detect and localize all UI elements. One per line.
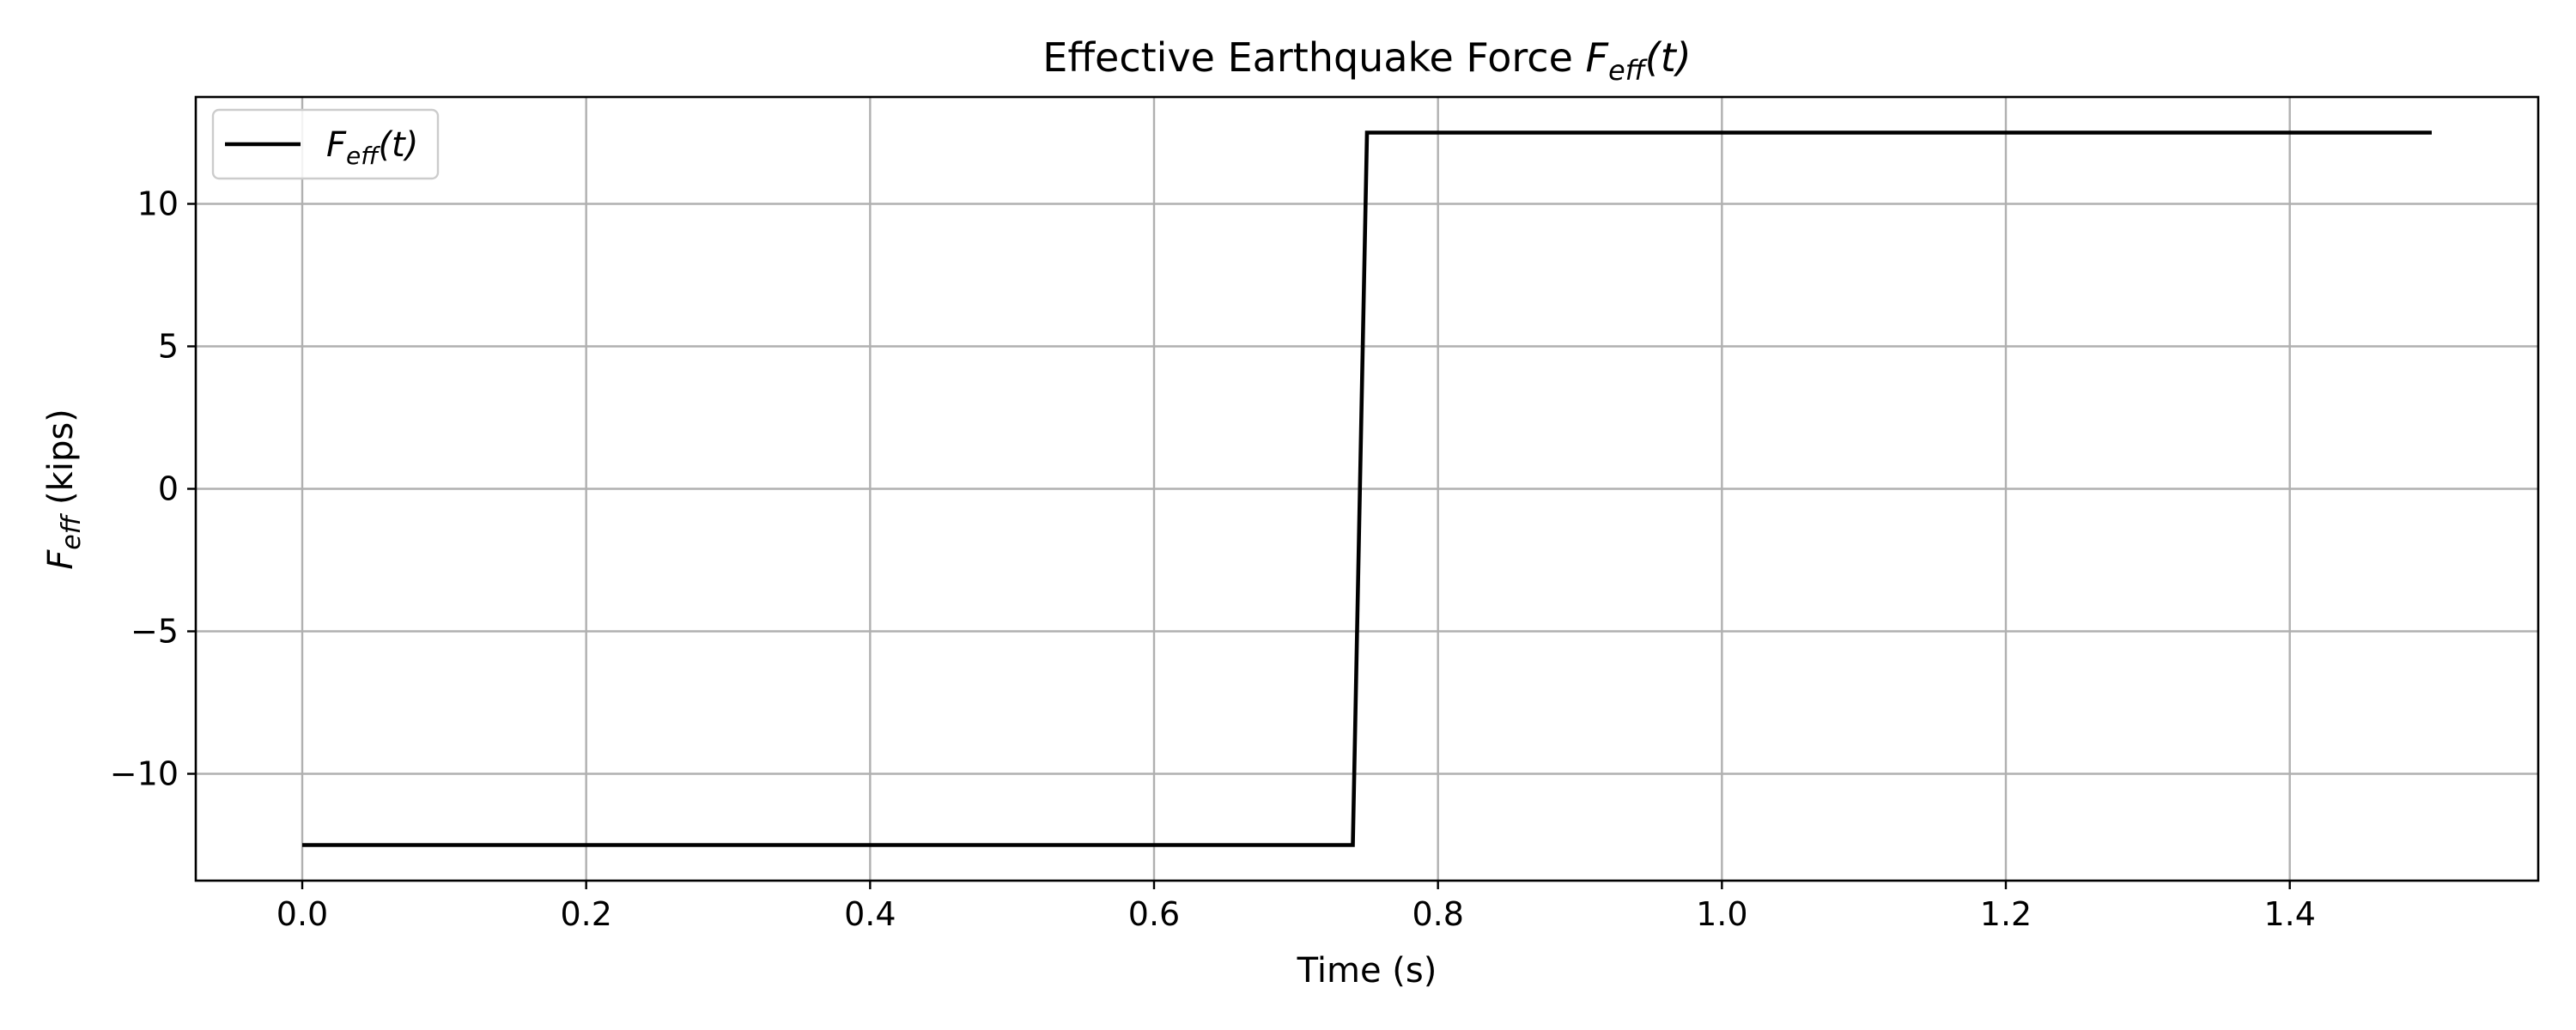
y-axis-label: Feff (kips): [41, 409, 87, 570]
x-tick-label: 0.4: [844, 895, 896, 933]
series-layer: [302, 130, 2432, 847]
y-tick-label: 10: [137, 185, 179, 223]
y-axis-label-symbol: F: [41, 549, 81, 570]
y-axis-label-subscript: eff: [57, 512, 87, 549]
x-tick-label: 1.4: [2263, 895, 2315, 933]
x-tick-label: 1.2: [1980, 895, 2032, 933]
chart-title-suffix: (t): [1645, 34, 1692, 81]
x-tick-label: 0.6: [1128, 895, 1180, 933]
x-axis-label: Time (s): [1297, 951, 1437, 991]
ticks: 0.0 0.2 0.4 0.6 0.8 1.0 1.2 1.4 −10 −5 0 5 10: [110, 185, 2316, 934]
y-tick-label: −10: [110, 755, 179, 793]
chart-title-text: Effective Earthquake Force: [1042, 34, 1585, 81]
y-tick-label: 0: [158, 470, 179, 508]
y-tick-label: 5: [158, 328, 179, 366]
x-tick-label: 0.8: [1412, 895, 1463, 933]
legend-box: [211, 108, 440, 180]
grid: [196, 97, 2538, 881]
y-axis-label-unit: (kips): [41, 409, 81, 515]
legend-label-subscript: eff: [346, 142, 380, 170]
legend-label: Feff(t): [326, 125, 418, 170]
x-tick-label: 1.0: [1696, 895, 1747, 933]
chart-title: Effective Earthquake Force Feff(t): [1042, 34, 1691, 87]
y-tick-label: −5: [131, 613, 179, 651]
x-tick-label: 0.2: [560, 895, 611, 933]
x-tick-label: 0.0: [276, 895, 328, 933]
chart-title-subscript: eff: [1608, 54, 1649, 87]
legend: Feff(t): [211, 108, 440, 180]
series-line-feff: [302, 130, 2432, 847]
legend-label-symbol: F: [326, 125, 347, 165]
legend-label-suffix: (t): [378, 125, 418, 165]
chart-title-symbol: F: [1586, 34, 1609, 81]
